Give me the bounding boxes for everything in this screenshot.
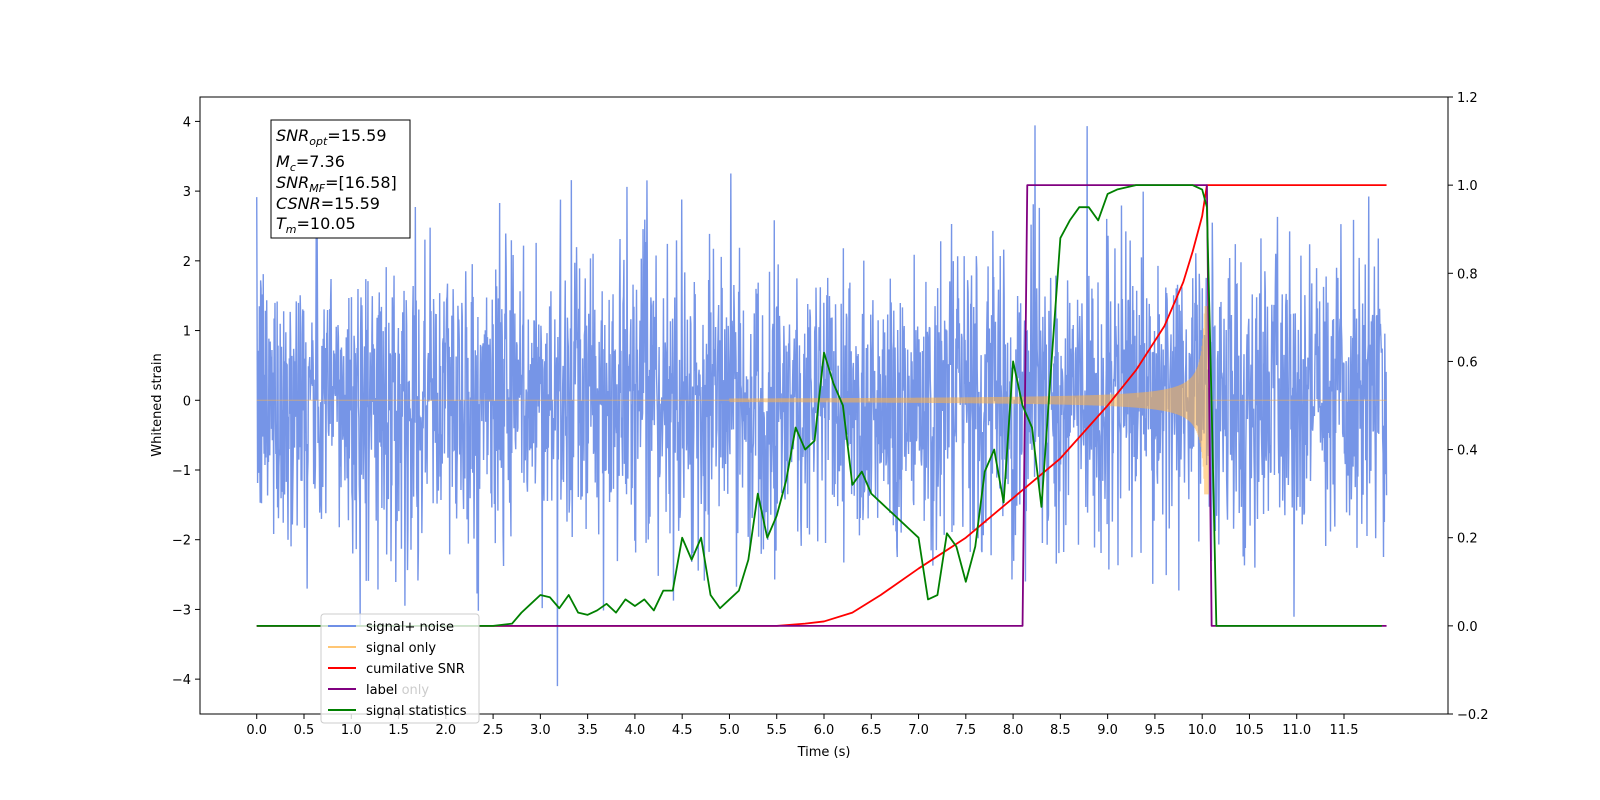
signal-only-series xyxy=(256,306,1387,495)
y-tick-label: 4 xyxy=(183,115,191,130)
y-tick-label: −2 xyxy=(172,534,191,549)
x-tick-label: 10.5 xyxy=(1235,723,1264,738)
signal-statistics-line xyxy=(256,184,1382,627)
right-axis-series xyxy=(256,184,1387,627)
x-tick-label: 2.5 xyxy=(483,723,504,738)
x-tick-label: 1.5 xyxy=(388,723,409,738)
x-tick-label: 5.5 xyxy=(766,723,787,738)
x-tick-label: 5.0 xyxy=(719,723,740,738)
x-tick-label: 4.5 xyxy=(672,723,693,738)
x-tick-label: 8.5 xyxy=(1050,723,1071,738)
x-tick-label: 7.0 xyxy=(908,723,929,738)
x-tick-label: 9.0 xyxy=(1097,723,1118,738)
signal-chirp-trace xyxy=(256,306,1387,495)
legend-label-signal-only: signal only xyxy=(366,641,436,656)
y-tick-label: 3 xyxy=(183,185,191,200)
x-tick-label: 0.0 xyxy=(246,723,267,738)
y-tick-label: 2 xyxy=(183,255,191,270)
y2-tick-label: 1.2 xyxy=(1457,91,1478,106)
x-tick-label: 6.5 xyxy=(861,723,882,738)
y2-tick-label: −0.2 xyxy=(1457,708,1489,723)
annotation-snr-opt: SNRopt=15.59 xyxy=(276,126,387,148)
x-tick-label: 6.0 xyxy=(814,723,835,738)
legend-label-signal-plus-noise: signal+ noise xyxy=(366,620,454,635)
x-tick-label: 1.0 xyxy=(341,723,362,738)
x-axis-ticks: 0.0 0.5 1.0 1.5 2.0 2.5 3.0 3.5 4.0 4.5 5.0 5.5 6.0 6… xyxy=(246,714,1358,738)
legend-label-cumulative-snr: cumilative SNR xyxy=(366,662,465,677)
y-tick-label: 0 xyxy=(183,394,191,409)
legend-label-signal-statistics: signal statistics xyxy=(366,704,467,719)
legend-label-label-only: label only xyxy=(366,683,429,698)
y2-tick-label: 0.4 xyxy=(1457,444,1478,459)
x-tick-label: 7.5 xyxy=(955,723,976,738)
annotation-box: SNRopt=15.59 Mc=7.36 SNRMF=[16.58] CSNR=… xyxy=(270,119,411,239)
y-tick-label: 1 xyxy=(183,325,191,340)
y2-axis-ticks: 1.2 1.0 0.8 0.6 0.4 0.2 0.0 −0.2 xyxy=(1448,91,1489,723)
x-tick-label: 4.0 xyxy=(625,723,646,738)
annotation-tm: Tm=10.05 xyxy=(276,214,356,236)
x-tick-label: 3.0 xyxy=(530,723,551,738)
x-tick-label: 8.0 xyxy=(1003,723,1024,738)
y2-tick-label: 1.0 xyxy=(1457,179,1478,194)
y-tick-label: −1 xyxy=(172,464,191,479)
y2-tick-label: 0.2 xyxy=(1457,532,1478,547)
x-tick-label: 2.0 xyxy=(435,723,456,738)
x-tick-label: 9.5 xyxy=(1145,723,1166,738)
x-tick-label: 0.5 xyxy=(294,723,315,738)
y-tick-label: −4 xyxy=(172,673,191,688)
x-tick-label: 10.0 xyxy=(1188,723,1217,738)
y2-tick-label: 0.8 xyxy=(1457,267,1478,282)
legend: signal+ noise signal only cumilative SNR… xyxy=(320,613,480,724)
x-tick-label: 11.5 xyxy=(1330,723,1359,738)
annotation-snr-mf: SNRMF=[16.58] xyxy=(276,173,397,195)
y-tick-label: −3 xyxy=(172,603,191,618)
x-tick-label: 3.5 xyxy=(577,723,598,738)
x-tick-label: 11.0 xyxy=(1282,723,1311,738)
x-axis-label: Time (s) xyxy=(797,745,851,760)
legend-label-label: label xyxy=(366,683,397,698)
annotation-mc: Mc=7.36 xyxy=(276,152,345,174)
cumulative-snr-line xyxy=(256,184,1387,627)
y2-tick-label: 0.0 xyxy=(1457,620,1478,635)
y-axis-label: Whitened strain xyxy=(150,353,165,456)
y2-tick-label: 0.6 xyxy=(1457,355,1478,370)
annotation-csnr: CSNR=15.59 xyxy=(276,194,380,213)
y-axis-ticks: 4 3 2 1 0 −1 −2 −3 −4 xyxy=(172,115,200,688)
